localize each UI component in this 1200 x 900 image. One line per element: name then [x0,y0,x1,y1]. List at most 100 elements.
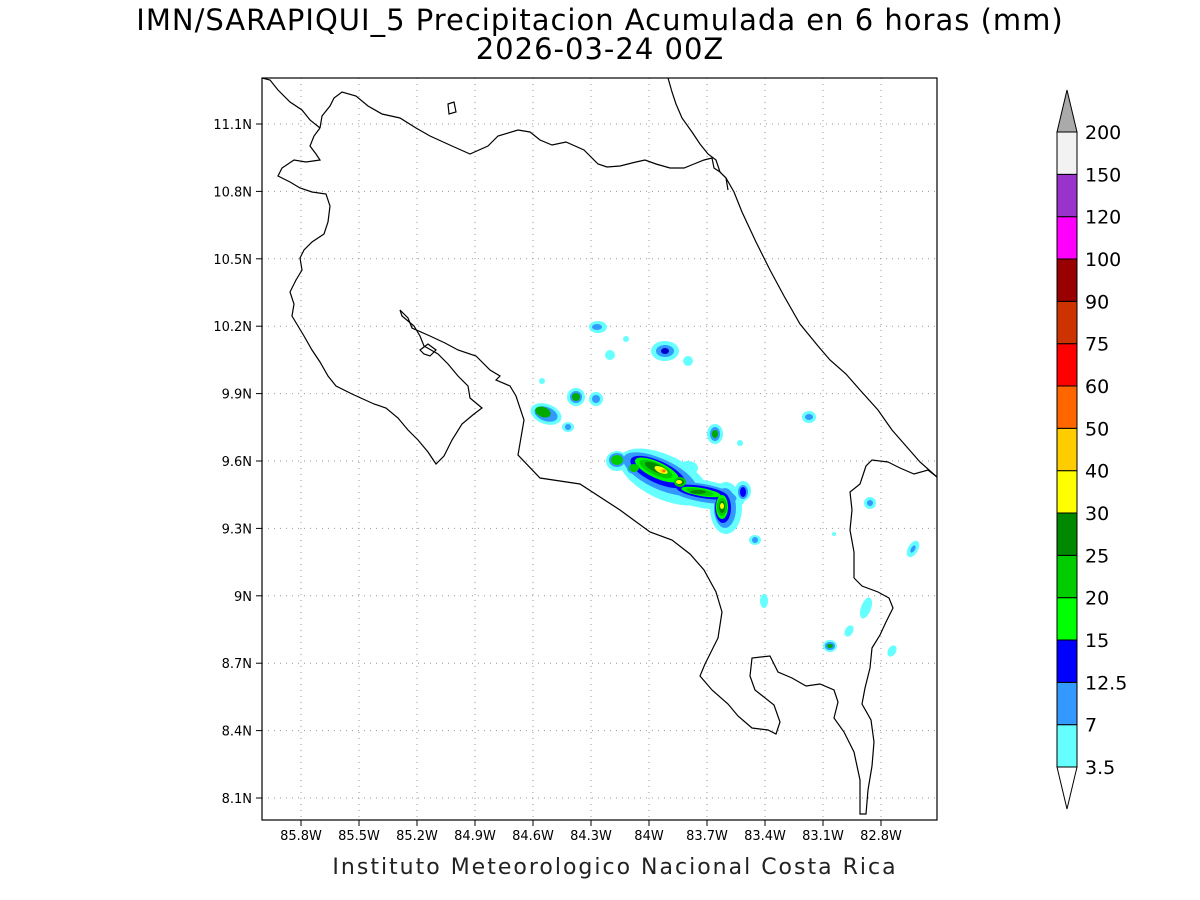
legend-color-box [1056,385,1078,429]
legend-color-box [1056,597,1078,641]
precip-cell [844,625,854,637]
lat-tick-label: 9.6N [222,455,252,470]
precip-cell [662,469,666,473]
nicoya-gulf-island [419,343,437,357]
legend-level-label: 150 [1085,164,1121,186]
precip-cell [611,455,623,465]
lon-tick-label: 85.8W [280,829,322,844]
legend-level-label: 100 [1085,249,1121,271]
lon-tick-label: 84.9W [454,829,496,844]
lat-tick-label: 9N [234,590,252,605]
precip-cell [887,645,897,657]
lake-nicaragua-shore [262,78,321,129]
precip-cell [565,424,571,430]
precip-cell [572,393,580,401]
legend-level-label: 120 [1085,207,1121,229]
legend-level-label: 50 [1085,418,1109,440]
legend-level-label: 25 [1085,545,1109,567]
precip-cell [592,395,600,403]
legend-level-label: 30 [1085,503,1109,525]
costa-rica-pacific-coast [399,309,894,815]
legend-level-label: 7 [1085,715,1097,737]
legend-level-label: 75 [1085,334,1109,356]
precip-cell [752,537,758,543]
precip-cell [832,532,836,536]
precip-cell [683,356,693,366]
precip-cell [859,597,873,619]
precip-cell [910,545,916,553]
legend-color-box [1056,258,1078,302]
legend-level-label: 3.5 [1085,757,1115,779]
longitude-labels: 85.8W 85.5W 85.2W 84.9W 84.6W 84.3W 84W 83.7W 83… [280,829,902,844]
legend-color-box [1056,216,1078,260]
lon-tick-label: 84.6W [512,829,554,844]
lat-tick-label: 9.9N [222,388,252,403]
legend-level-label: 60 [1085,376,1109,398]
coastlines [262,78,937,815]
lat-tick-label: 8.4N [222,725,252,740]
legend-color-box [1056,470,1078,514]
precip-cell [760,594,768,608]
lat-tick-label: 8.7N [222,657,252,672]
precip-cell [539,378,545,384]
precip-cell [737,440,743,446]
precip-cell [805,414,813,420]
latitude-labels: 11.1N 10.8N 10.5N 10.2N 9.9N 9.6N 9.3N 9N 8.7N 8.… [213,118,252,807]
precip-cell [623,336,629,342]
legend-level-label: 200 [1085,122,1121,144]
legend-color-box [1056,173,1078,218]
legend-level-label: 90 [1085,291,1109,313]
lat-tick-label: 10.2N [213,320,252,335]
lon-tick-label: 83.4W [744,829,786,844]
pacific-north-coast [277,127,483,465]
map-title: IMN/SARAPIQUI_5 Precipitacion Acumulada … [136,3,1064,37]
precip-cell [605,350,615,360]
legend-color-box [1056,343,1078,387]
lake-island [447,101,457,115]
lat-tick-label: 10.8N [213,185,252,200]
legend-color-box [1056,639,1078,683]
caribbean-north-coast [667,78,729,191]
caribbean-coast [719,171,937,478]
lon-tick-label: 83.1W [802,829,844,844]
precip-cell [827,644,833,648]
precip-cell [712,430,718,438]
legend-level-label: 40 [1085,461,1109,483]
legend-level-label: 12.5 [1085,672,1127,694]
legend-color-box [1056,512,1078,556]
legend-bottom-arrow [1056,766,1078,810]
map-subtitle-date: 2026-03-24 00Z [475,32,725,66]
lat-tick-label: 8.1N [222,792,252,807]
precip-cell [867,500,873,506]
lon-tick-label: 84W [634,829,664,844]
precip-cell [592,324,602,330]
panama-border [849,459,937,578]
nicaragua-border [319,91,721,173]
lon-tick-label: 84.3W [570,829,612,844]
legend-level-label: 20 [1085,588,1109,610]
graticule [262,78,937,820]
precip-cell [535,406,551,418]
lat-tick-label: 9.3N [222,522,252,537]
legend-color-box [1056,131,1078,175]
precip-cell [740,487,746,497]
precip-cell [720,503,724,509]
lon-tick-label: 83.7W [686,829,728,844]
credit-text: Instituto Meteorologico Nacional Costa R… [332,855,898,880]
precip-cell [661,348,669,354]
map-frame [261,77,938,821]
legend-color-box [1056,554,1078,599]
legend-level-label: 15 [1085,630,1109,652]
precipitation-field [530,321,920,657]
legend-color-box [1056,681,1078,726]
precip-cell [629,464,639,472]
map-frame-background [262,78,937,820]
precip-cell [690,490,706,494]
legend-color-box [1056,300,1078,345]
legend-color-box [1056,427,1078,472]
axis-ticks [256,123,882,826]
lon-tick-label: 85.5W [338,829,380,844]
lon-tick-label: 82.8W [860,829,902,844]
